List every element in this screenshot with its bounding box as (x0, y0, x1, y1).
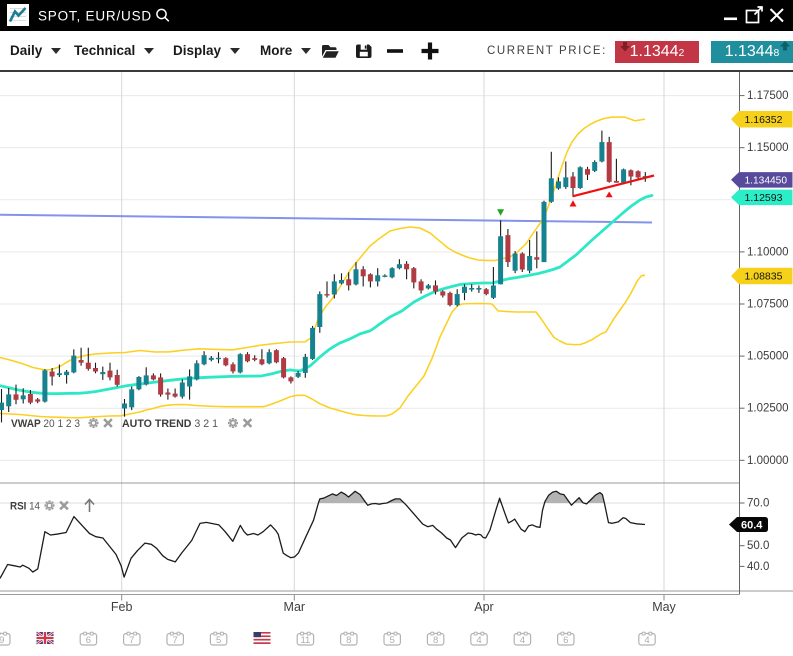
svg-text:Mar: Mar (284, 600, 306, 614)
svg-text:9: 9 (0, 635, 4, 646)
svg-text:Feb: Feb (111, 600, 133, 614)
svg-text:40.0: 40.0 (747, 561, 769, 573)
svg-text:7: 7 (173, 635, 178, 646)
svg-text:1.134450: 1.134450 (745, 175, 788, 186)
svg-text:5: 5 (390, 635, 395, 646)
svg-text:5: 5 (216, 635, 221, 646)
svg-text:SPOT, EUR/USD: SPOT, EUR/USD (38, 9, 152, 24)
svg-text:AUTO TREND 3 2 1: AUTO TREND 3 2 1 (122, 418, 218, 430)
svg-text:7: 7 (129, 635, 134, 646)
svg-text:8: 8 (433, 635, 438, 646)
svg-text:1.16352: 1.16352 (745, 114, 783, 126)
svg-text:RSI 14: RSI 14 (10, 501, 40, 513)
svg-text:1.07500: 1.07500 (747, 299, 789, 311)
svg-text:1.02500: 1.02500 (747, 403, 789, 415)
svg-text:4: 4 (644, 635, 649, 646)
svg-text:1.17500: 1.17500 (747, 90, 789, 102)
svg-text:1.15000: 1.15000 (747, 142, 789, 154)
svg-text:1.12593: 1.12593 (745, 192, 783, 204)
svg-text:4: 4 (520, 635, 525, 646)
svg-text:1.10000: 1.10000 (747, 246, 789, 258)
svg-text:6: 6 (563, 635, 568, 646)
svg-text:8: 8 (346, 635, 351, 646)
svg-text:Apr: Apr (474, 600, 493, 614)
svg-text:50.0: 50.0 (747, 540, 769, 552)
svg-text:11: 11 (300, 635, 310, 646)
svg-text:70.0: 70.0 (747, 498, 769, 510)
svg-text:May: May (652, 600, 676, 614)
svg-text:60.4: 60.4 (741, 520, 763, 532)
svg-text:VWAP 20 1 2 3: VWAP 20 1 2 3 (11, 418, 80, 430)
svg-text:1.05000: 1.05000 (747, 351, 789, 363)
svg-text:4: 4 (476, 635, 481, 646)
svg-text:6: 6 (86, 635, 91, 646)
svg-text:1.00000: 1.00000 (747, 455, 789, 467)
svg-text:1.08835: 1.08835 (745, 271, 783, 283)
